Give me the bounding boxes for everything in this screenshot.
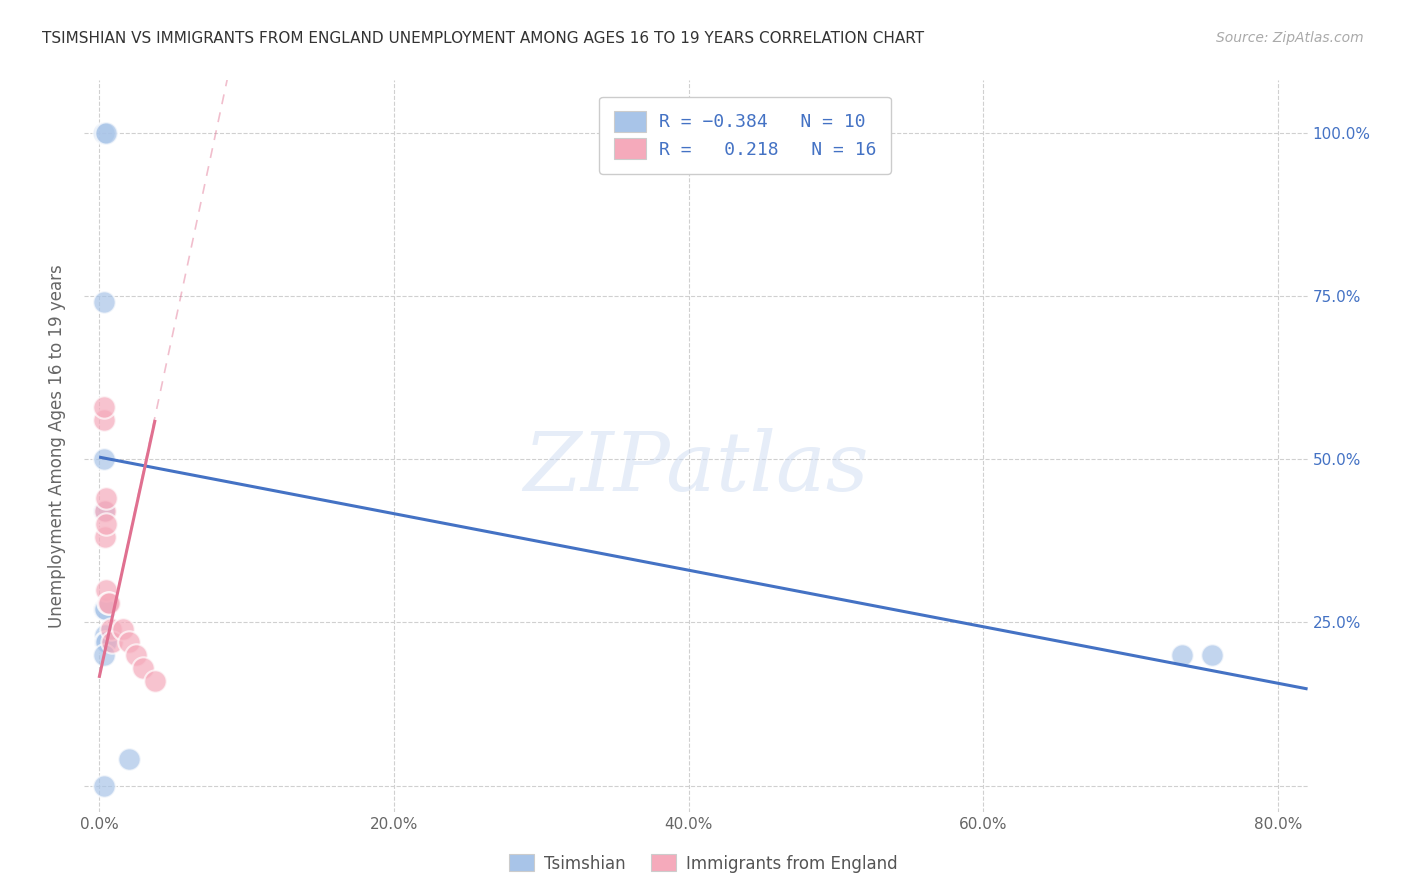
Point (111, 622, 134, 636)
Point (93, 648, 115, 662)
Point (96, 635, 118, 649)
Point (132, 661, 155, 675)
Point (96, 491, 118, 506)
Point (93, 504, 115, 518)
Point (1201, 648, 1223, 662)
Point (98, 596, 121, 610)
Point (94, 628, 117, 642)
Point (97, 596, 120, 610)
Point (93, 126, 115, 140)
Point (93, 400, 115, 414)
Point (117, 752, 139, 766)
Text: Source: ZipAtlas.com: Source: ZipAtlas.com (1216, 31, 1364, 45)
Legend: R = −0.384   N = 10, R =   0.218   N = 16: R = −0.384 N = 10, R = 0.218 N = 16 (599, 96, 890, 174)
Point (94, 530, 117, 544)
Point (93, 779, 115, 793)
Point (93, 452, 115, 467)
Point (94, 602, 117, 616)
Point (1171, 648, 1194, 662)
Y-axis label: Unemployment Among Ages 16 to 19 years: Unemployment Among Ages 16 to 19 years (48, 264, 66, 628)
Point (94, 635, 117, 649)
Point (93, 602, 115, 616)
Point (96, 582, 118, 597)
Text: ZIPatlas: ZIPatlas (523, 428, 869, 508)
Text: TSIMSHIAN VS IMMIGRANTS FROM ENGLAND UNEMPLOYMENT AMONG AGES 16 TO 19 YEARS CORR: TSIMSHIAN VS IMMIGRANTS FROM ENGLAND UNE… (42, 31, 924, 46)
Point (100, 622, 122, 636)
Point (96, 517, 118, 532)
Point (93, 295, 115, 310)
Point (96, 126, 118, 140)
Point (125, 648, 148, 662)
Point (117, 635, 139, 649)
Point (94, 504, 117, 518)
Legend: Tsimshian, Immigrants from England: Tsimshian, Immigrants from England (502, 847, 904, 880)
Point (101, 635, 124, 649)
Point (93, 413, 115, 427)
Point (143, 674, 166, 689)
